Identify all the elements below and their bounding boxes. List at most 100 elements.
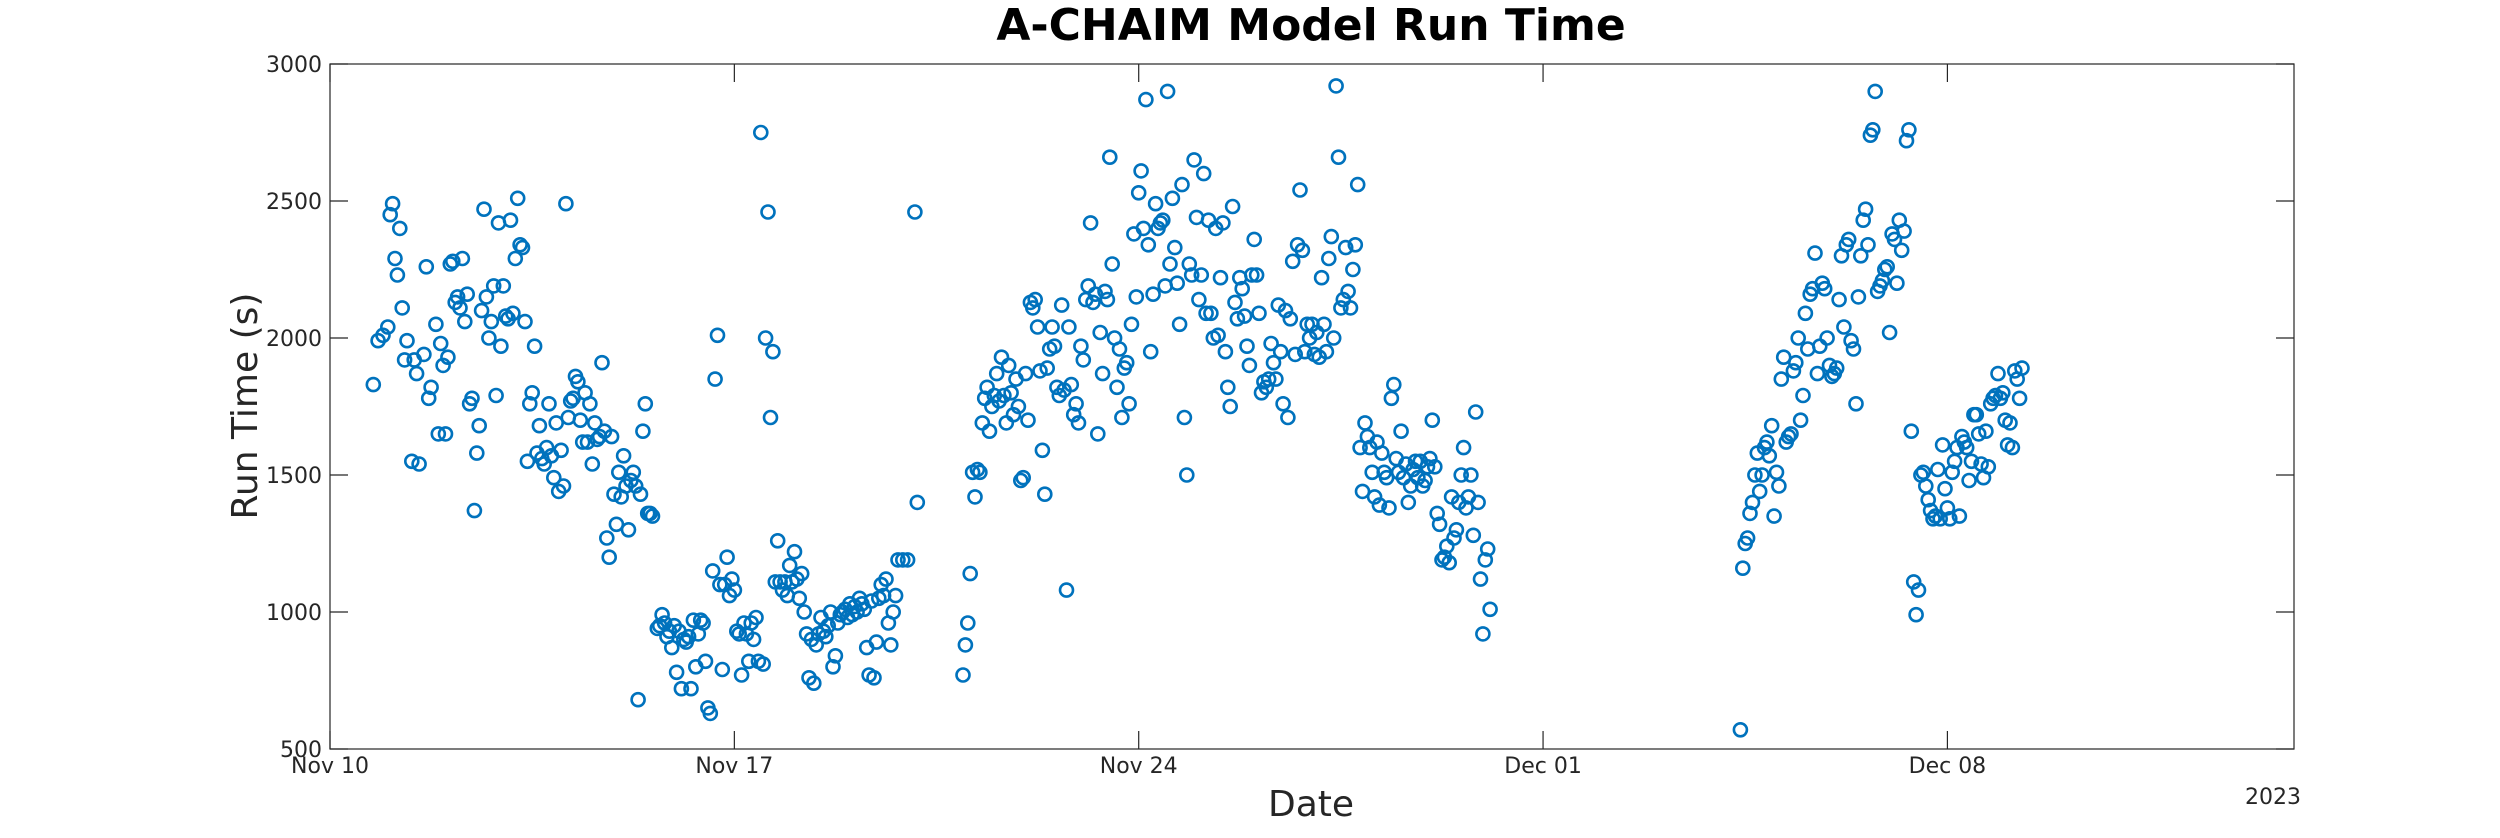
data-point — [1044, 319, 1060, 335]
data-point — [459, 286, 476, 303]
data-point — [1061, 319, 1077, 335]
data-point — [1104, 256, 1120, 272]
data-point — [1819, 330, 1835, 346]
data-point — [1097, 283, 1113, 300]
data-point — [420, 390, 437, 407]
data-point — [1845, 341, 1862, 357]
data-point — [1458, 500, 1474, 516]
data-point — [391, 220, 408, 237]
data-point — [1374, 445, 1390, 461]
data-point — [1434, 552, 1450, 568]
data-point — [1831, 291, 1847, 308]
x-tick-label: Nov 17 — [695, 754, 773, 779]
data-point — [1465, 527, 1482, 544]
data-point — [606, 486, 622, 503]
data-point — [894, 552, 911, 568]
data-point — [762, 409, 779, 426]
data-point — [1162, 256, 1178, 272]
data-point — [1424, 412, 1441, 429]
data-point — [1848, 395, 1864, 412]
data-point — [1094, 365, 1111, 382]
data-point — [704, 563, 721, 579]
data-point — [654, 606, 670, 623]
data-point — [1181, 256, 1198, 272]
data-point — [435, 357, 451, 374]
data-point — [1937, 480, 1953, 497]
data-point — [509, 190, 526, 207]
data-point — [1017, 365, 1034, 382]
data-point — [1366, 489, 1383, 505]
data-point — [1265, 354, 1282, 371]
data-point — [1342, 300, 1359, 316]
data-point — [1142, 343, 1159, 360]
data-point — [1475, 626, 1491, 642]
data-point — [1840, 231, 1857, 248]
data-point — [512, 237, 528, 253]
data-point — [1942, 510, 1958, 527]
x-tick-label: Dec 01 — [1504, 754, 1582, 779]
data-point — [471, 417, 488, 434]
data-point — [1010, 398, 1027, 415]
data-point — [1930, 461, 1946, 478]
data-point — [365, 376, 382, 393]
data-point — [1761, 447, 1778, 464]
data-point — [769, 532, 786, 549]
data-point — [603, 428, 620, 445]
data-point — [1477, 552, 1494, 568]
data-point — [555, 478, 572, 494]
data-point — [524, 384, 541, 401]
data-point — [1431, 516, 1448, 533]
data-point — [1294, 242, 1311, 259]
data-point — [389, 267, 406, 283]
data-point — [1742, 505, 1758, 522]
data-point — [1877, 261, 1893, 278]
data-point — [1879, 258, 1895, 275]
data-point — [1210, 327, 1226, 344]
data-point — [382, 206, 399, 223]
data-point — [1422, 450, 1438, 467]
data-point — [1268, 371, 1284, 387]
data-point — [1085, 294, 1101, 311]
data-point — [1744, 494, 1761, 511]
data-point — [1896, 223, 1912, 239]
data-point — [396, 352, 413, 368]
data-point — [473, 302, 490, 319]
data-point — [1179, 467, 1195, 483]
data-point — [1843, 332, 1859, 349]
data-point — [981, 423, 998, 440]
data-point — [1287, 346, 1303, 363]
data-point — [1068, 395, 1084, 412]
data-point — [1961, 472, 1977, 489]
data-point — [642, 505, 658, 522]
data-point — [1102, 149, 1118, 165]
data-point — [1345, 261, 1361, 278]
data-point — [517, 313, 533, 330]
data-point — [1448, 521, 1465, 538]
data-point — [1118, 354, 1135, 371]
data-point — [1893, 242, 1910, 259]
data-point — [1783, 426, 1799, 442]
data-point — [719, 549, 735, 566]
data-point — [1836, 319, 1852, 335]
data-point — [1027, 291, 1043, 308]
data-point — [1325, 330, 1342, 346]
data-point — [411, 456, 427, 472]
data-point — [485, 278, 502, 294]
data-point — [1099, 291, 1116, 308]
data-point — [1284, 253, 1301, 270]
data-point — [1082, 215, 1099, 231]
data-point — [683, 680, 699, 697]
data-point — [1910, 582, 1927, 598]
data-point — [545, 469, 562, 486]
data-point — [748, 609, 764, 626]
data-point — [454, 250, 471, 267]
data-point — [1453, 467, 1469, 483]
data-point — [1193, 267, 1210, 283]
data-point — [786, 543, 803, 560]
data-point — [476, 201, 492, 217]
data-point — [1246, 231, 1262, 248]
data-point — [1147, 195, 1164, 212]
data-point — [1482, 601, 1498, 618]
data-point — [1029, 319, 1046, 335]
data-point — [1034, 442, 1051, 459]
